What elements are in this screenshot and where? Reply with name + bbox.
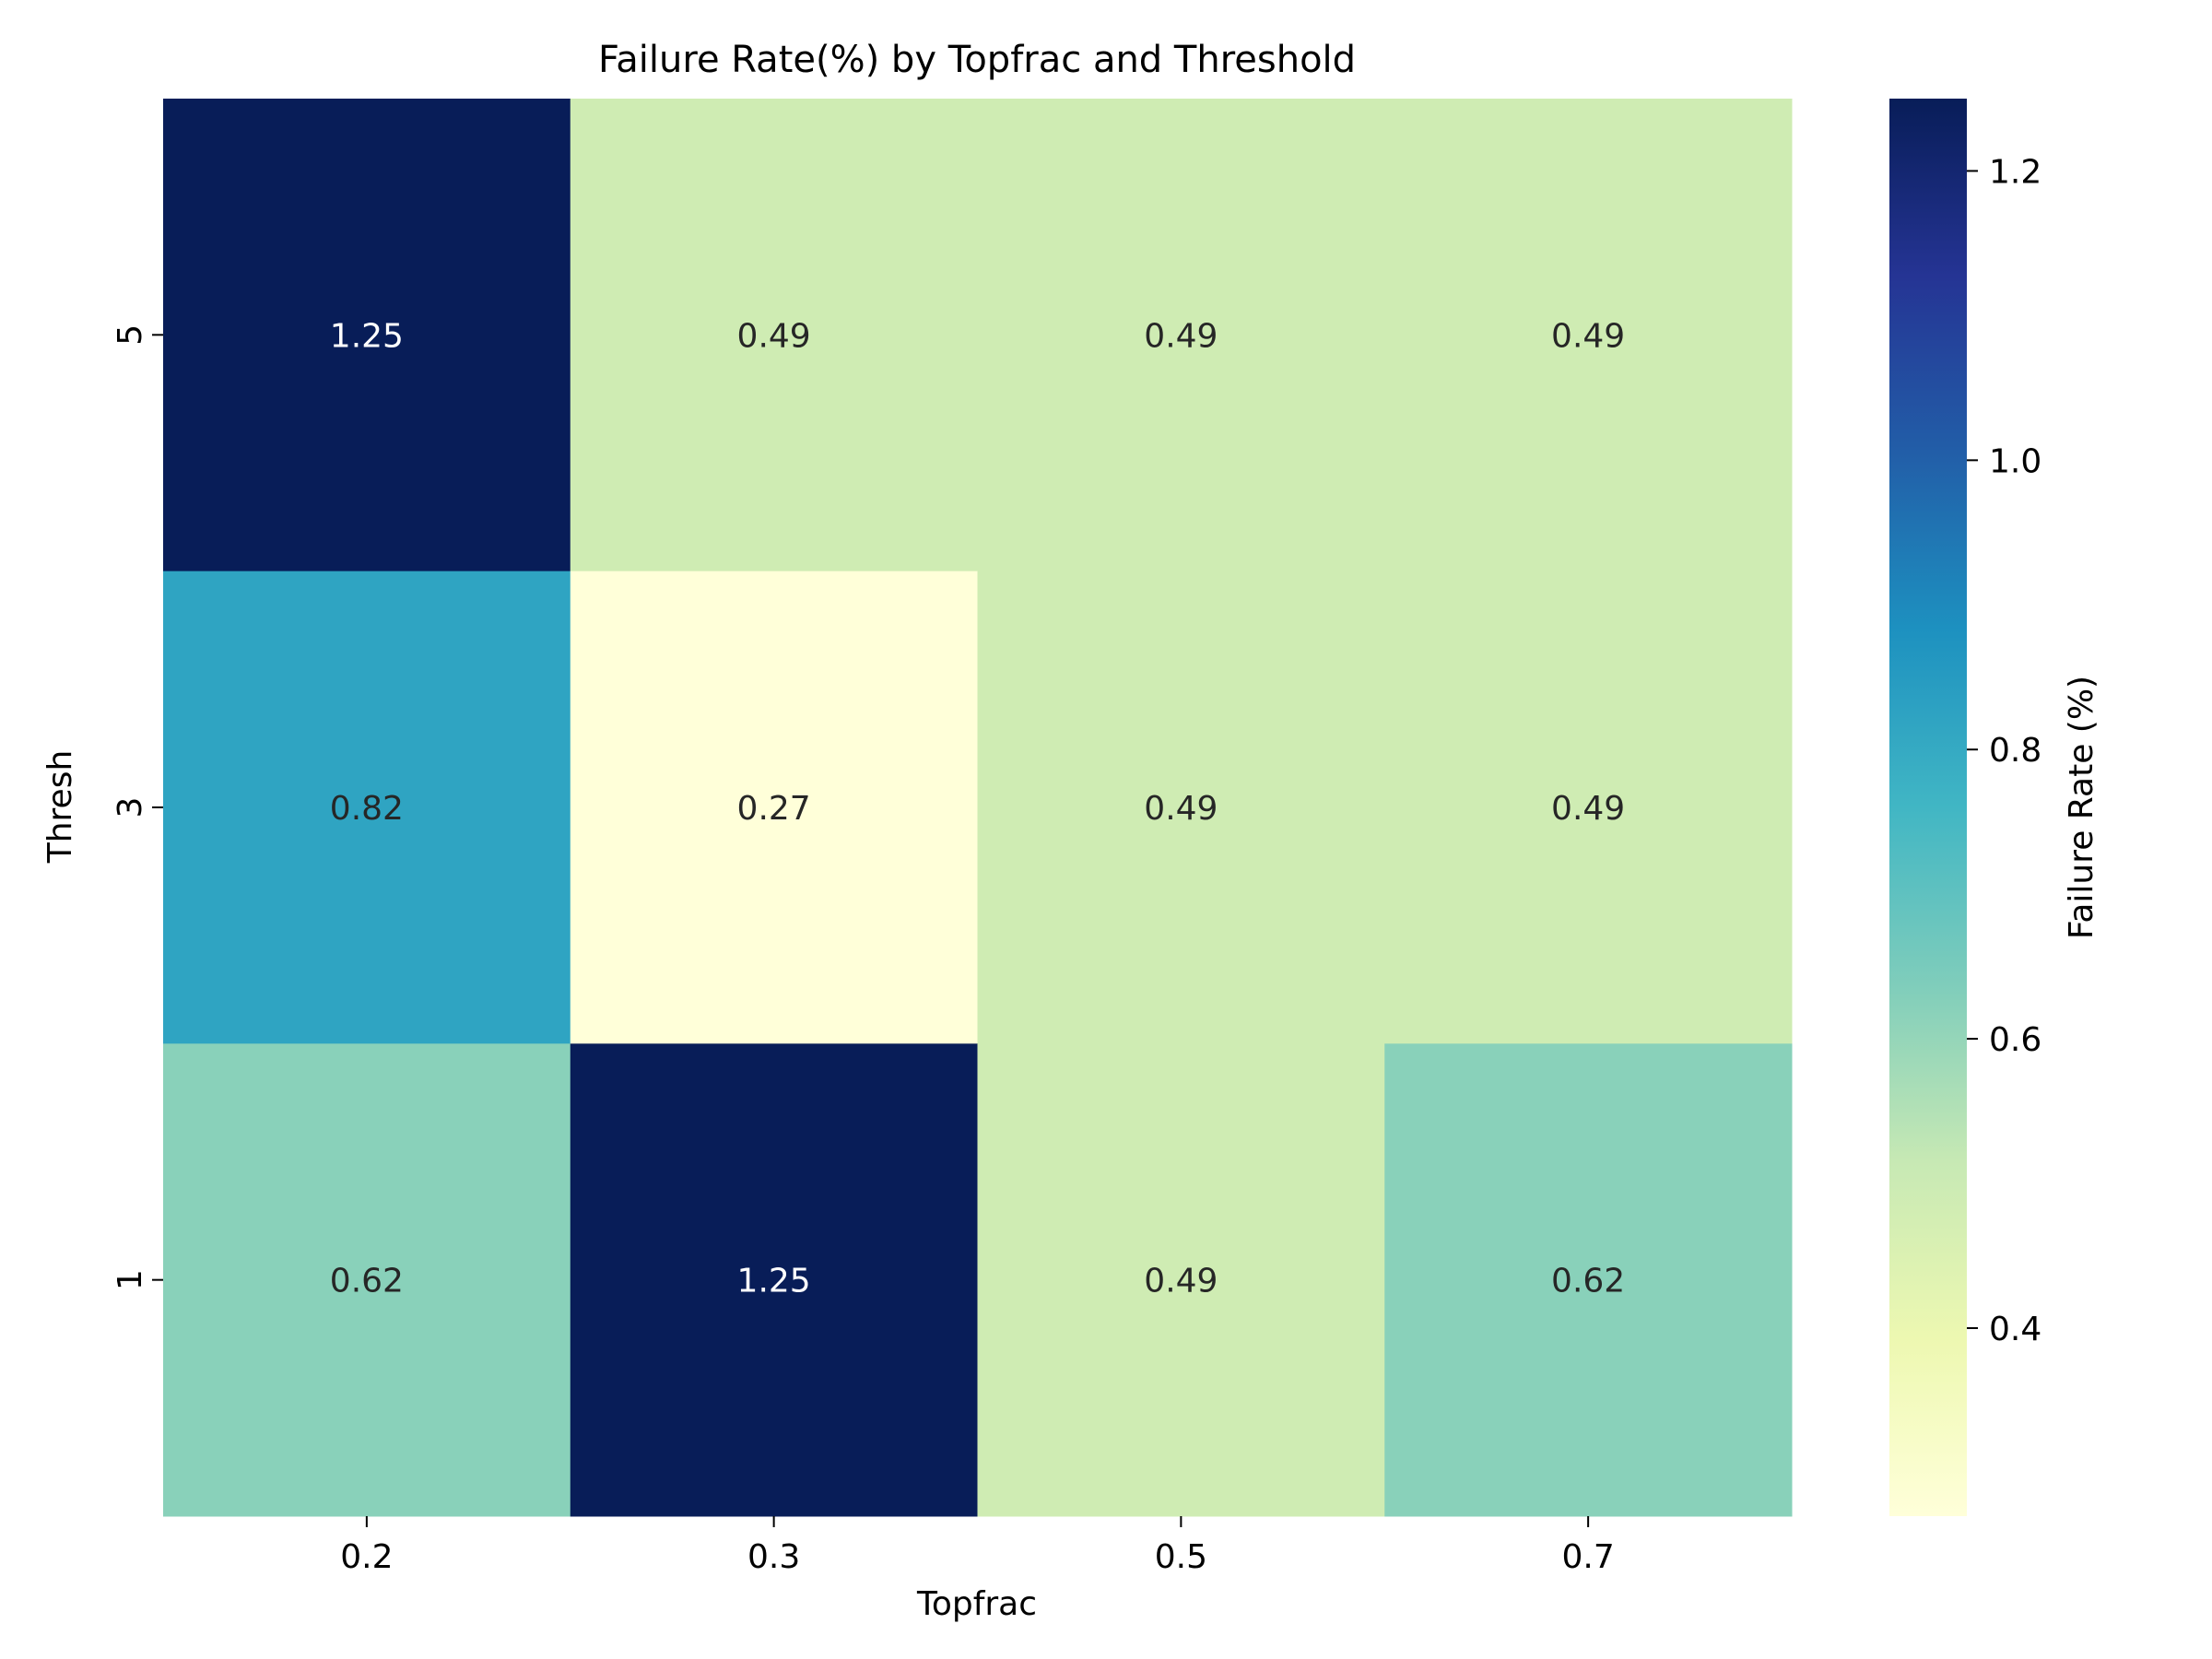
heatmap-cell xyxy=(163,99,571,572)
cell-value-label: 1.25 xyxy=(330,317,404,355)
x-tick-label: 0.7 xyxy=(1561,1538,1614,1576)
heatmap-cell xyxy=(977,1043,1385,1517)
heatmap-cell xyxy=(1384,571,1793,1044)
x-axis-label: Topfrac xyxy=(916,1585,1037,1623)
cell-value-label: 0.82 xyxy=(330,790,404,828)
heatmap-cell-labels: 1.25 0.49 0.49 0.49 0.82 0.27 0.49 0.49 0.62 1.25… xyxy=(330,317,1625,1300)
cell-value-label: 0.49 xyxy=(1144,1263,1218,1300)
cell-value-label: 0.62 xyxy=(1551,1263,1625,1300)
colorbar-tick-label: 1.0 xyxy=(1989,442,2041,480)
heatmap-cells xyxy=(163,99,1793,1517)
heatmap-cell xyxy=(163,1043,571,1517)
heatmap-cell xyxy=(1384,99,1793,572)
cell-value-label: 0.49 xyxy=(1144,317,1218,355)
cell-value-label: 0.49 xyxy=(1551,317,1625,355)
cell-value-label: 0.49 xyxy=(1144,790,1218,828)
cell-value-label: 0.27 xyxy=(737,790,811,828)
heatmap-cell xyxy=(163,571,571,1044)
x-axis-ticks: 0.2 0.3 0.5 0.7 xyxy=(340,1516,1615,1576)
cell-value-label: 0.49 xyxy=(737,317,811,355)
heatmap-cell xyxy=(977,571,1385,1044)
y-axis-ticks: 5 3 1 xyxy=(112,324,163,1290)
colorbar-tick-label: 0.6 xyxy=(1989,1021,2041,1059)
colorbar-label: Failure Rate (%) xyxy=(2063,676,2100,939)
colorbar-tick-label: 0.4 xyxy=(1989,1311,2041,1348)
cell-value-label: 1.25 xyxy=(737,1263,811,1300)
x-tick-label: 0.2 xyxy=(340,1538,393,1576)
heatmap-cell xyxy=(570,571,978,1044)
cell-value-label: 0.62 xyxy=(330,1263,404,1300)
chart-title: Failure Rate(%) by Topfrac and Threshold xyxy=(598,39,1356,81)
heatmap-cell xyxy=(1384,1043,1793,1517)
y-tick-label: 5 xyxy=(112,324,149,346)
y-tick-label: 1 xyxy=(112,1269,149,1290)
colorbar-tick-label: 0.8 xyxy=(1989,732,2041,770)
x-tick-label: 0.3 xyxy=(747,1538,800,1576)
heatmap-cell xyxy=(570,1043,978,1517)
colorbar xyxy=(1889,99,1967,1516)
colorbar-ticks: 0.4 0.6 0.8 1.0 1.2 xyxy=(1967,153,2041,1348)
y-axis-label: Thresh xyxy=(41,750,79,865)
x-tick-label: 0.5 xyxy=(1155,1538,1207,1576)
heatmap-cell xyxy=(570,99,978,572)
heatmap-cell xyxy=(977,99,1385,572)
cell-value-label: 0.49 xyxy=(1551,790,1625,828)
colorbar-tick-label: 1.2 xyxy=(1989,153,2041,191)
y-tick-label: 3 xyxy=(112,797,149,818)
